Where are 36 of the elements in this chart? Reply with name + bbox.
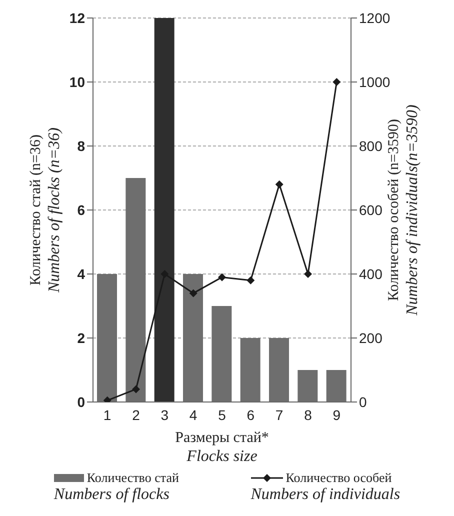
- legend-label: Количество стай Numbers of flocks: [54, 470, 179, 504]
- legend-label: Количество особей Numbers of individuals: [250, 470, 400, 504]
- y2-tick-label: 1200: [359, 10, 390, 26]
- x-tick-label: 5: [218, 406, 226, 423]
- y-axis-title: Количество стай (n=36) Numbers of flocks (n=36): [28, 128, 63, 294]
- x-axis-title: Размеры стай* Flocks size: [175, 430, 269, 465]
- y-tick-label: 6: [77, 202, 86, 218]
- y-tick-label: 12: [69, 10, 86, 26]
- y-tick-label: 2: [77, 330, 86, 346]
- x-tick-label: 8: [304, 406, 312, 423]
- y2-tick-label: 1000: [359, 74, 390, 90]
- x-tick-label: 9: [332, 406, 341, 423]
- x-tick-label: 6: [246, 406, 255, 423]
- bar: [154, 18, 174, 402]
- point: [246, 276, 255, 284]
- x-tick-label: 1: [103, 406, 112, 423]
- x-tick-label: 4: [189, 406, 198, 423]
- y2-axis-title: Количество особей (n=3590) Numbers of individuals(n=3590): [386, 104, 421, 316]
- y2-tick-label: 200: [359, 330, 383, 346]
- y-tick-label: 0: [77, 394, 86, 410]
- point: [132, 385, 140, 394]
- point: [218, 273, 226, 282]
- point: [304, 270, 312, 278]
- point: [332, 78, 341, 86]
- x-tick-label: 2: [132, 406, 140, 423]
- y2-tick-label: 600: [359, 202, 383, 218]
- x-tick-label: 7: [275, 406, 284, 423]
- point: [275, 180, 284, 188]
- point: [189, 289, 198, 298]
- y-tick-label: 10: [69, 74, 86, 90]
- y2-tick-label: 0: [359, 394, 367, 410]
- y2-tick-label: 800: [359, 138, 383, 154]
- x-tick-label: 3: [160, 406, 169, 423]
- y2-tick-label: 400: [359, 266, 383, 282]
- y-tick-label: 4: [77, 266, 86, 282]
- y-tick-label: 8: [77, 138, 86, 154]
